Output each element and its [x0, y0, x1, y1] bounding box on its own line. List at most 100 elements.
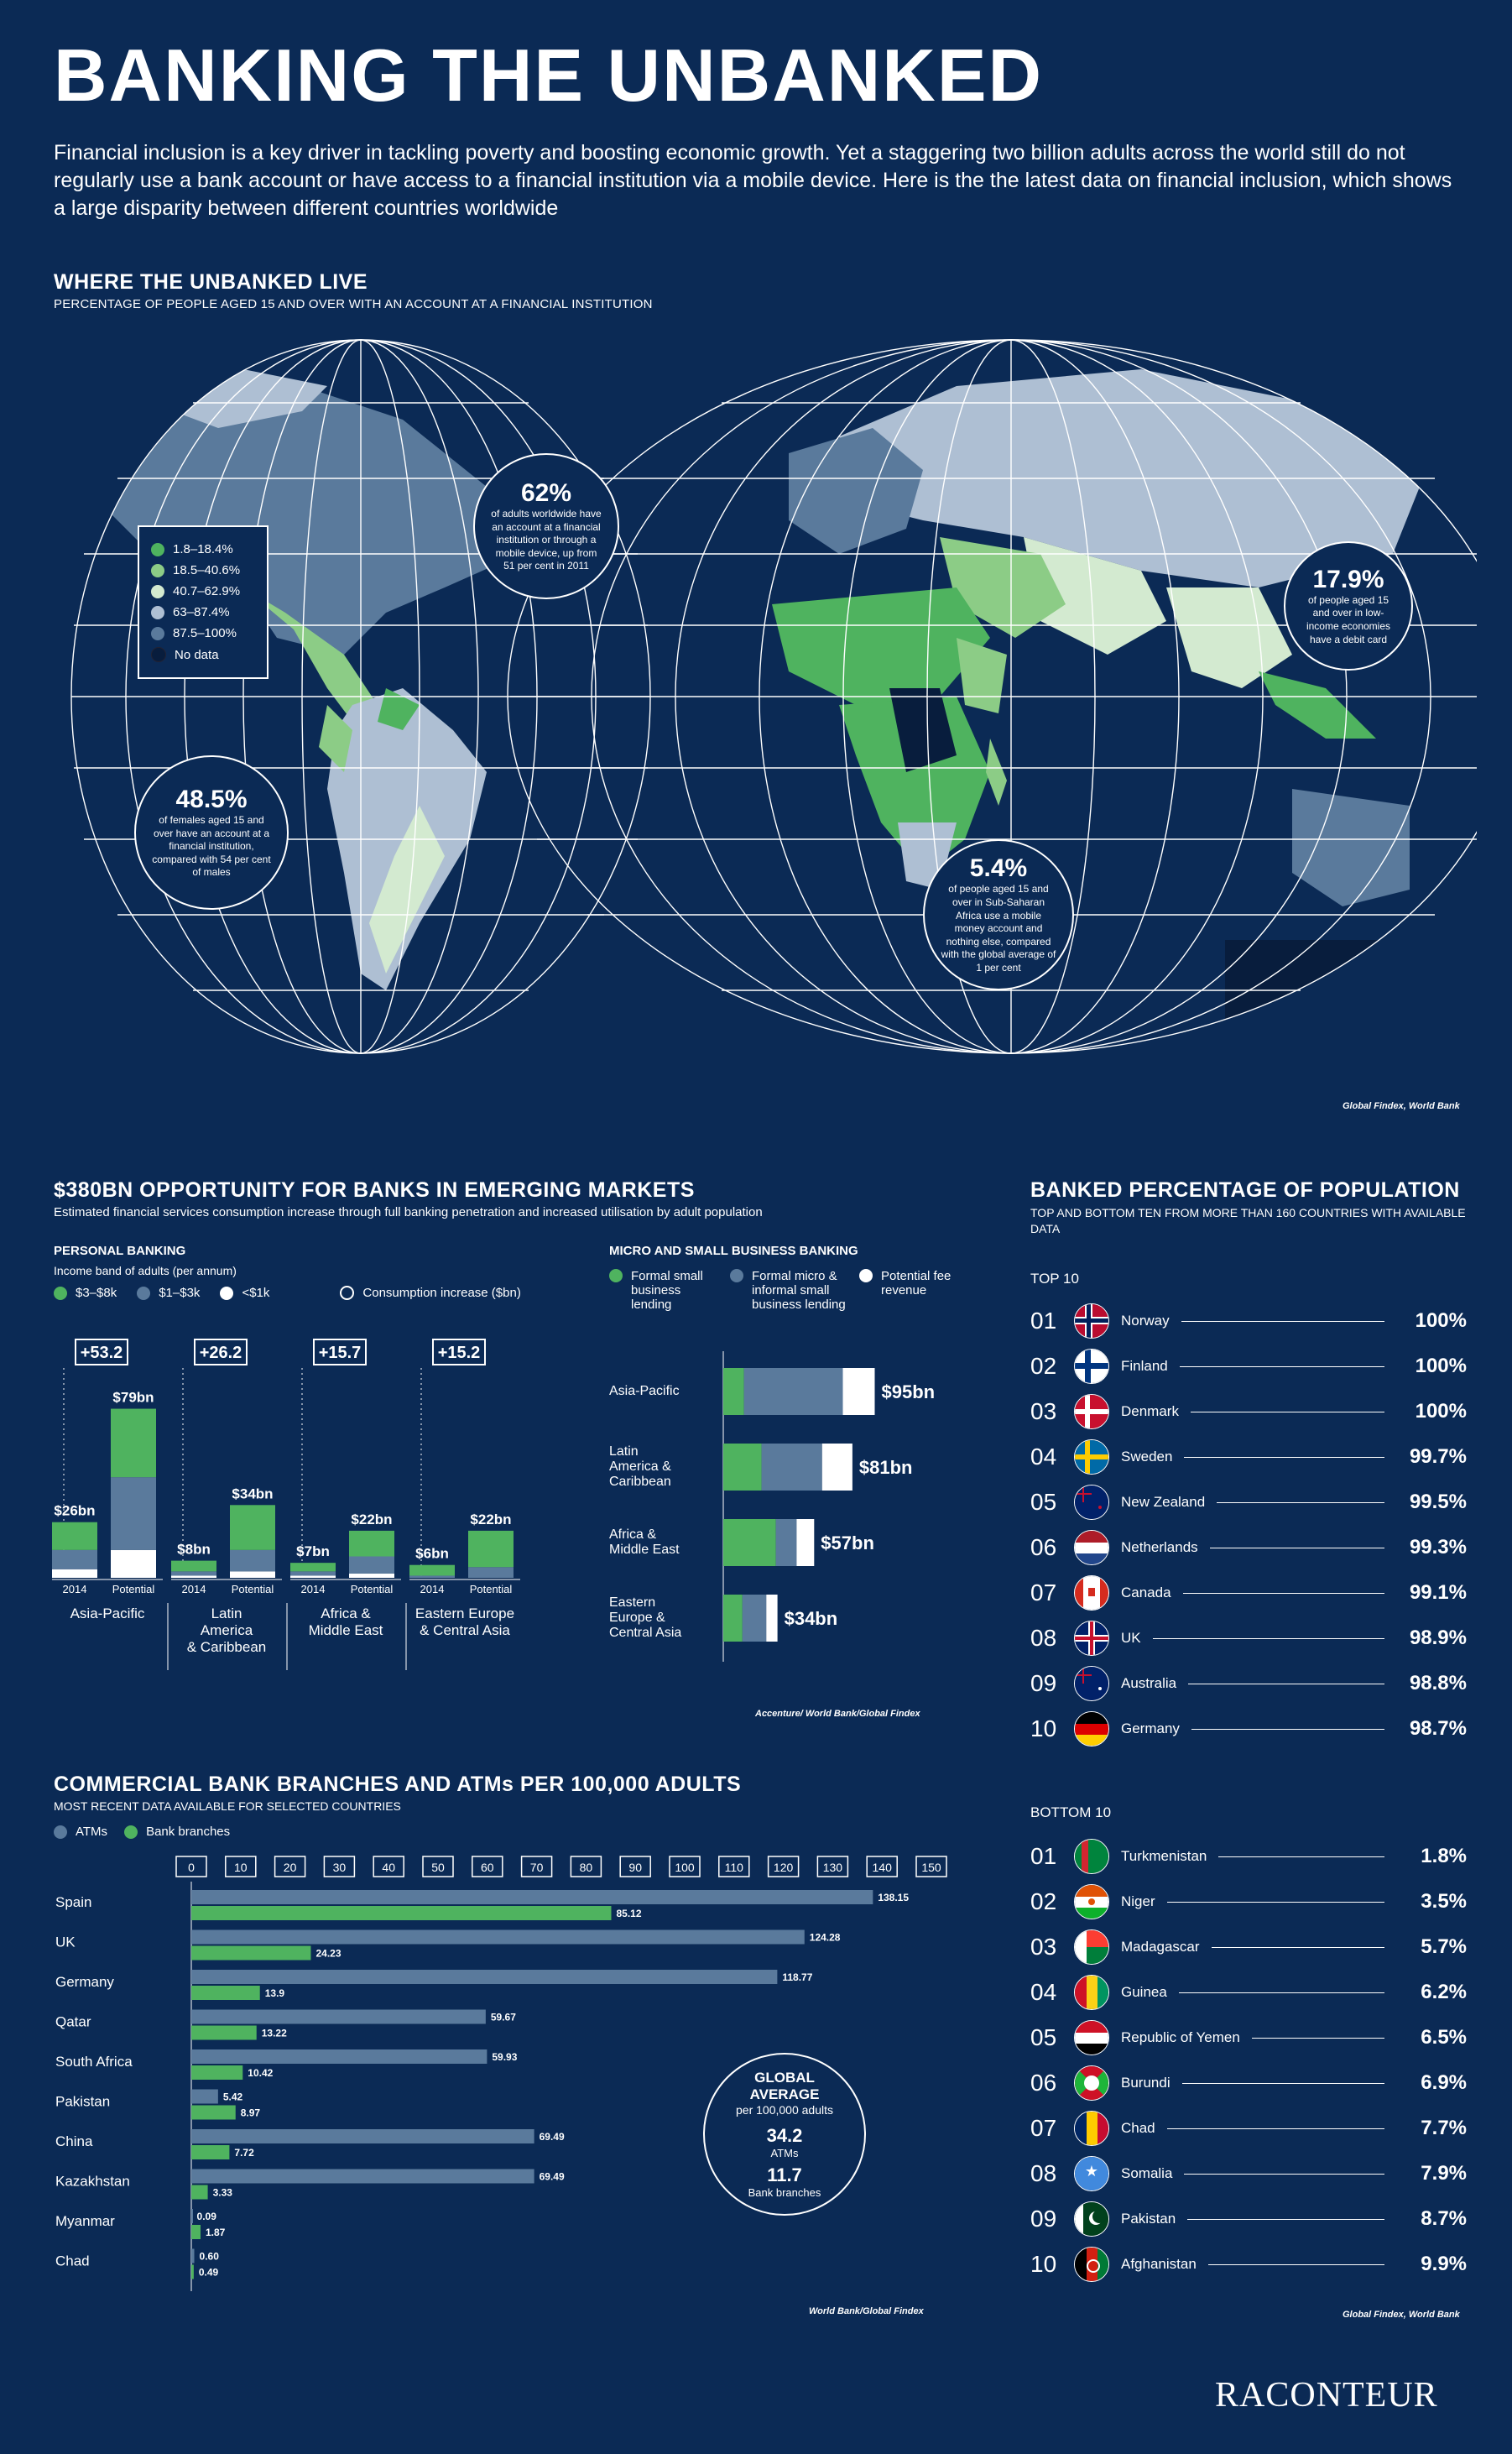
sweden-flag-icon	[1074, 1439, 1109, 1475]
banked-value: 1.8%	[1421, 1845, 1467, 1867]
category-label: Asia-Pacific	[609, 1384, 680, 1398]
legend-item: 40.7–62.9%	[151, 584, 255, 598]
rank-number: 10	[1030, 2251, 1057, 2277]
rank-number: 01	[1030, 1843, 1057, 1869]
branch-bar	[191, 1945, 311, 1961]
bar-total-label: $34bn	[785, 1608, 838, 1629]
country-name: Denmark	[1121, 1403, 1179, 1419]
banked-value: 3.5%	[1421, 1890, 1467, 1913]
country-label: Spain	[55, 1894, 91, 1910]
bar-segment	[742, 1595, 767, 1642]
atm-bar	[191, 1970, 778, 1984]
rank-number: 02	[1030, 1353, 1057, 1379]
new-zealand-flag-icon	[1074, 1485, 1109, 1520]
atm-value-label: 69.49	[540, 2171, 565, 2183]
rank-row: 09 Australia 98.8%	[1030, 1665, 1467, 1702]
banked-subtitle: TOP AND BOTTOM TEN FROM MORE THAN 160 CO…	[1030, 1206, 1466, 1235]
increase-label: +53.2	[81, 1344, 123, 1362]
x-tick-label: 30	[333, 1861, 347, 1874]
map-latitudes	[71, 402, 1477, 991]
leader-line	[1178, 1992, 1384, 1993]
bar-segment	[409, 1564, 455, 1576]
personal-banking-subtitle: Income band of adults (per annum)	[54, 1264, 237, 1277]
legend-item: 63–87.4%	[151, 605, 255, 619]
banked-value: 100%	[1415, 1309, 1467, 1332]
finland-flag-icon	[1074, 1349, 1109, 1384]
bar-segment	[230, 1571, 275, 1578]
banked-value: 5.7%	[1421, 1935, 1467, 1958]
tick-box	[323, 1856, 356, 1877]
x-tick-label: 150	[921, 1861, 941, 1874]
legend-swatch	[151, 584, 164, 598]
bar-category-label: 2014	[182, 1583, 206, 1595]
leader-line	[1184, 1456, 1384, 1458]
bar-total-label: $95bn	[882, 1381, 936, 1402]
branch-value-label: 24.23	[315, 1948, 341, 1960]
branch-value-label: 0.49	[199, 2267, 219, 2279]
legend-swatch	[151, 605, 164, 619]
yemen-flag-icon	[1074, 2020, 1109, 2055]
atm-value-label: 59.67	[491, 2012, 516, 2023]
bar-segment	[290, 1563, 336, 1572]
bar-total-label: $57bn	[821, 1532, 874, 1553]
x-tick-label: 40	[382, 1861, 395, 1874]
x-tick-label: 110	[725, 1861, 744, 1874]
legend-item: 87.5–100%	[151, 626, 255, 640]
rank-row: 10 Germany 98.7%	[1030, 1710, 1467, 1747]
banked-title: BANKED PERCENTAGE OF POPULATION	[1030, 1178, 1460, 1202]
bar-segment	[796, 1519, 815, 1566]
brand-logo: RACONTEUR	[1215, 2376, 1438, 2415]
uk-flag-icon	[1074, 1621, 1109, 1656]
leader-line	[1181, 2082, 1384, 2084]
category-label: Middle East	[609, 1543, 680, 1557]
branch-bar	[191, 2264, 194, 2279]
x-tick-label: 120	[774, 1861, 794, 1874]
banked-value: 6.2%	[1421, 1981, 1467, 2003]
bar-total-label: $22bn	[351, 1512, 392, 1527]
opportunity-source: Accenture/ World Bank/Global Findex	[755, 1709, 920, 1719]
global-average-callout: GLOBAL AVERAGE per 100,000 adults 34.2 A…	[703, 2053, 866, 2216]
rank-number: 02	[1030, 1888, 1057, 1914]
x-tick-label: 10	[234, 1861, 248, 1874]
global-average-atm-value: 34.2	[766, 2125, 803, 2147]
tick-box	[175, 1856, 207, 1877]
callout-debit-card: 17.9% of people aged 15 and over in low-…	[1284, 541, 1413, 671]
region-label: Asia-Pacific	[70, 1606, 145, 1621]
legend-swatch	[340, 1286, 355, 1300]
rank-number: 03	[1030, 1934, 1057, 1960]
country-label: Pakistan	[55, 2094, 110, 2110]
rank-number: 05	[1030, 2024, 1057, 2050]
banked-value: 100%	[1415, 1355, 1467, 1377]
country-name: Germany	[1121, 1720, 1180, 1736]
bar-total-label: $8bn	[177, 1542, 211, 1558]
page-title: BANKING THE UNBANKED	[54, 34, 1044, 117]
atm-bar	[191, 2049, 487, 2064]
tick-box	[520, 1856, 553, 1877]
branches-subtitle: MOST RECENT DATA AVAILABLE FOR SELECTED …	[54, 1799, 401, 1813]
leader-line	[1217, 1501, 1384, 1503]
rank-number: 09	[1030, 2206, 1057, 2232]
country-name: Somalia	[1121, 2165, 1173, 2181]
country-name: Republic of Yemen	[1121, 2029, 1240, 2045]
banked-value: 99.1%	[1409, 1581, 1467, 1604]
branch-bar	[191, 2185, 208, 2200]
leader-line	[1191, 1728, 1384, 1730]
bar-total-label: $26bn	[54, 1503, 95, 1519]
country-name: UK	[1121, 1630, 1141, 1646]
tick-box	[816, 1856, 849, 1877]
branch-bar	[191, 2065, 243, 2080]
country-label: Myanmar	[55, 2213, 115, 2229]
tick-box	[422, 1856, 454, 1877]
bar-total-label: $79bn	[112, 1390, 154, 1406]
legend-swatch	[730, 1269, 743, 1282]
bar-segment	[171, 1575, 216, 1578]
country-name: Sweden	[1121, 1449, 1173, 1465]
category-label: Caribbean	[609, 1475, 671, 1489]
category-label: Africa &	[609, 1527, 656, 1542]
rank-number: 06	[1030, 2070, 1057, 2096]
atm-bar	[191, 2169, 534, 2184]
bar-segment	[468, 1530, 514, 1568]
rank-number: 06	[1030, 1534, 1057, 1560]
region-label: & Caribbean	[187, 1639, 267, 1655]
